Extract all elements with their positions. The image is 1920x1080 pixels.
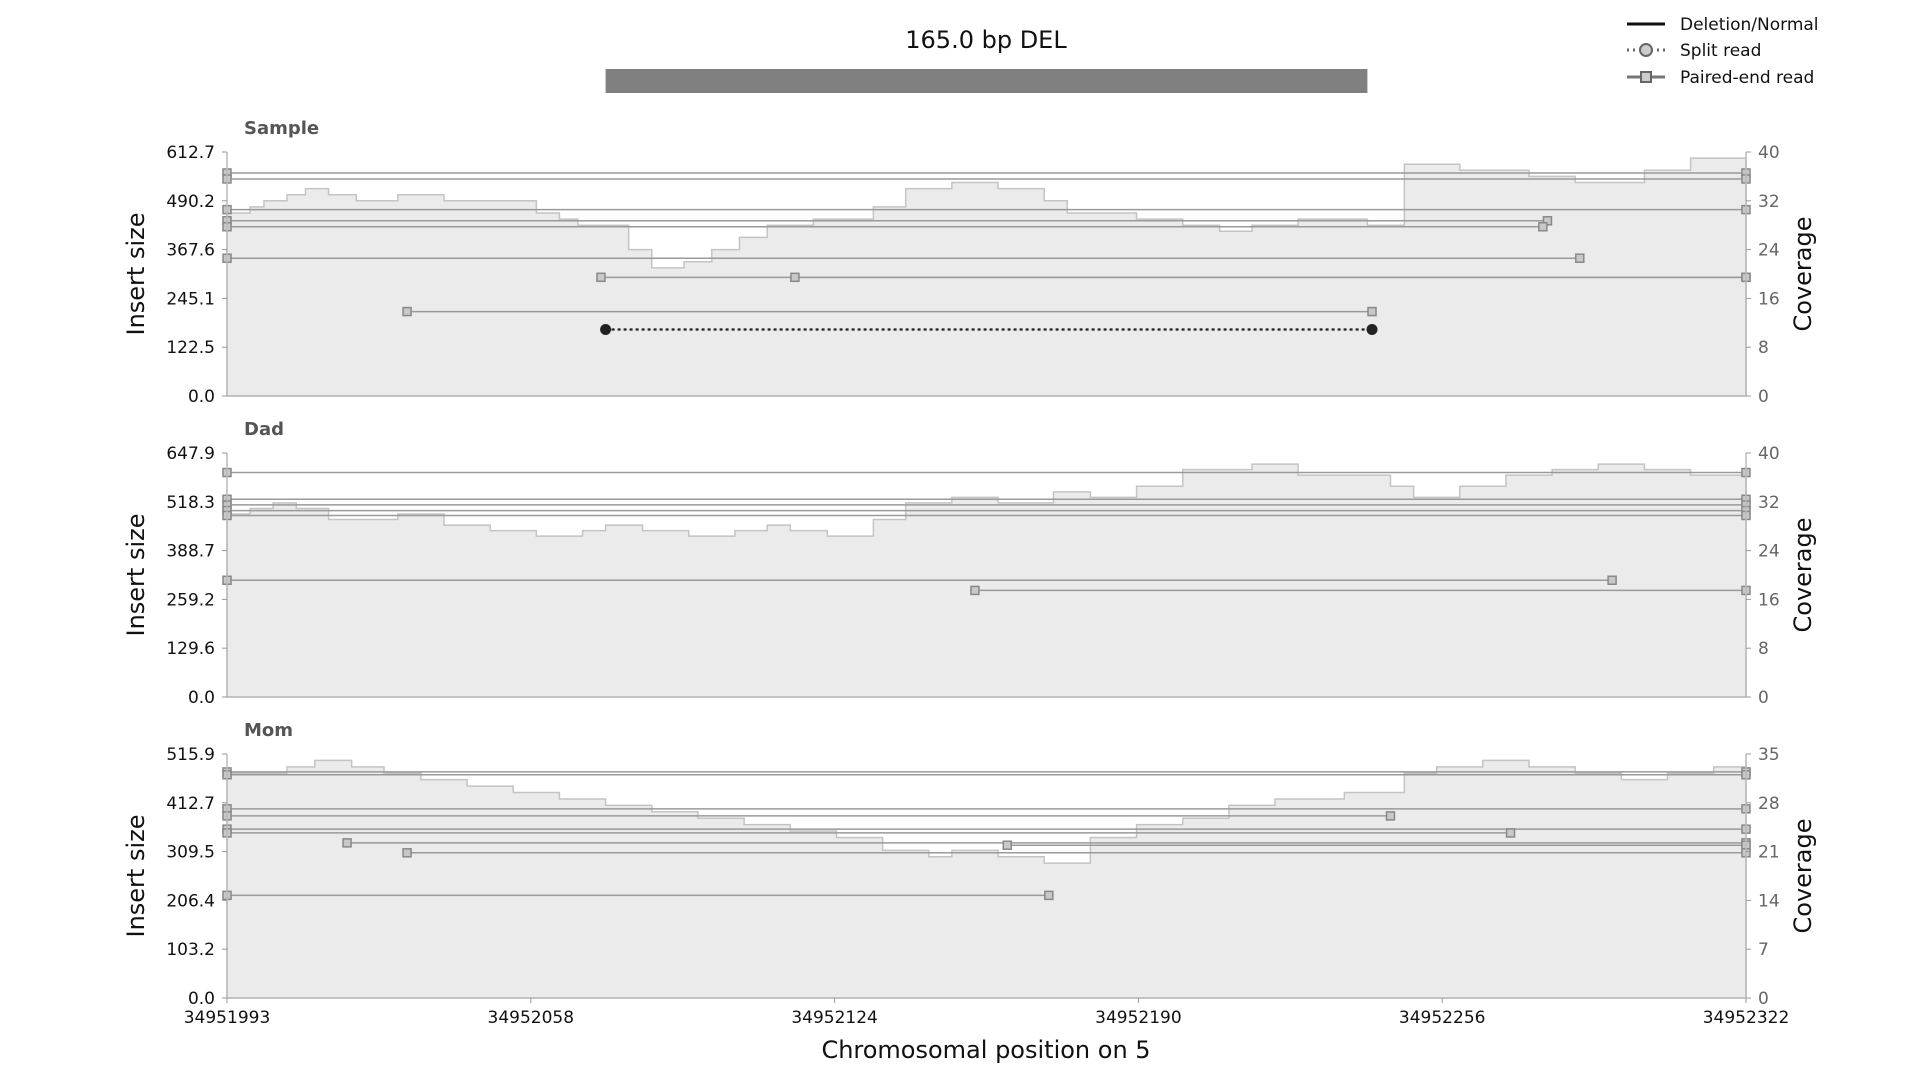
split-read-end-marker [600, 323, 612, 335]
paired-read-end-marker [970, 585, 980, 596]
paired-read-end-marker [1607, 575, 1617, 586]
y2-tick-label: 8 [1758, 639, 1769, 659]
y-tick-label: 245.1 [166, 289, 215, 309]
legend-label: Paired-end read [1680, 68, 1814, 88]
paired-read-end-marker [402, 306, 412, 317]
x-tick-label: 34952124 [791, 1008, 878, 1028]
y-tick-label: 490.2 [166, 192, 215, 212]
y2-tick-label: 8 [1758, 338, 1769, 358]
x-tick-label: 34952058 [488, 1008, 575, 1028]
paired-read-end-marker [1385, 811, 1396, 821]
y-axis-label: Insert size [122, 213, 150, 336]
y-tick-label: 259.2 [166, 590, 215, 610]
y2-axis-label: Coverage [1789, 217, 1817, 332]
y2-tick-label: 16 [1758, 289, 1780, 309]
x-tick-label: 34951993 [184, 1008, 271, 1028]
y-tick-label: 309.5 [166, 843, 215, 863]
y2-tick-label: 32 [1758, 493, 1780, 513]
y-tick-label: 0.0 [188, 688, 215, 708]
chart-title: 165.0 bp DEL [905, 26, 1067, 54]
split-read-end-marker [1366, 323, 1378, 335]
legend-item: Paired-end read [1627, 68, 1814, 88]
sv-deletion-bar [605, 69, 1368, 93]
panel-label: Dad [244, 419, 284, 440]
y-tick-label: 0.0 [188, 387, 215, 407]
y2-tick-label: 16 [1758, 590, 1780, 610]
y2-tick-label: 24 [1758, 241, 1780, 261]
panel-label: Sample [244, 118, 319, 139]
y-tick-label: 388.7 [166, 542, 215, 562]
legend-item: Deletion/Normal [1627, 15, 1819, 35]
paired-read-end-marker [1044, 890, 1054, 901]
paired-read-end-marker [1002, 840, 1013, 850]
x-axis: 34951993 34952058 34952124 34952190 34952256… [184, 998, 1790, 1028]
y2-tick-label: 7 [1758, 940, 1769, 960]
panel-label: Mom [244, 720, 293, 741]
legend-square-marker [1640, 71, 1652, 83]
paired-read-end-marker [1367, 306, 1377, 317]
y-axis-label: Insert size [122, 815, 150, 938]
paired-read-end-marker [1538, 221, 1548, 232]
y-tick-label: 367.6 [166, 241, 215, 261]
paired-read-end-marker [402, 848, 412, 858]
y-tick-label: 647.9 [166, 444, 215, 464]
y2-tick-label: 40 [1758, 143, 1780, 163]
legend-circle-marker [1639, 43, 1653, 57]
y2-tick-label: 24 [1758, 542, 1780, 562]
paired-read-end-marker [342, 838, 352, 848]
y-tick-label: 518.3 [166, 493, 215, 513]
y-tick-label: 412.7 [166, 794, 215, 814]
y-tick-label: 206.4 [166, 891, 215, 911]
split-read [600, 323, 1378, 335]
x-tick-label: 34952256 [1399, 1008, 1486, 1028]
y2-tick-label: 35 [1758, 745, 1780, 765]
y2-tick-label: 28 [1758, 794, 1780, 814]
y2-tick-label: 40 [1758, 444, 1780, 464]
panel-dad: Dad 0.0 129.6 259.2 388.7 518.3 647.9 0 8 16 24 32 4… [122, 419, 1817, 708]
y-tick-label: 129.6 [166, 639, 215, 659]
y-tick-label: 515.9 [166, 745, 215, 765]
y2-tick-label: 21 [1758, 843, 1780, 863]
legend-item: Split read [1627, 41, 1761, 61]
y2-tick-label: 14 [1758, 891, 1780, 911]
legend-label: Split read [1680, 41, 1761, 61]
paired-read-end-marker [1505, 828, 1516, 838]
paired-read-end-marker [596, 272, 606, 283]
x-tick-label: 34952190 [1095, 1008, 1182, 1028]
y2-tick-label: 0 [1758, 688, 1769, 708]
y-tick-label: 0.0 [188, 989, 215, 1009]
y2-axis-label: Coverage [1789, 518, 1817, 633]
y-tick-label: 612.7 [166, 143, 215, 163]
y2-axis-label: Coverage [1789, 819, 1817, 934]
coverage-area [226, 759, 1747, 999]
panel-mom: Mom 0.0 103.2 206.4 309.5 412.7 515.9 0 7 14 21 28 3… [122, 720, 1817, 1009]
x-tick-label: 34952322 [1703, 1008, 1790, 1028]
y2-tick-label: 0 [1758, 387, 1769, 407]
paired-end-read [402, 306, 1377, 317]
legend: Deletion/Normal Split read Paired-end read [1627, 15, 1819, 88]
paired-read-end-marker [1575, 253, 1585, 263]
legend-label: Deletion/Normal [1680, 15, 1819, 35]
y-tick-label: 103.2 [166, 940, 215, 960]
panel-sample: Sample 0.0 122.5 245.1 367.6 490.2 612.7 0 8 16 24… [122, 118, 1817, 407]
y2-tick-label: 0 [1758, 989, 1769, 1009]
y2-tick-label: 32 [1758, 192, 1780, 212]
paired-read-end-marker [790, 272, 800, 283]
y-tick-label: 122.5 [166, 338, 215, 358]
y-axis-label: Insert size [122, 514, 150, 637]
x-axis-label: Chromosomal position on 5 [821, 1036, 1150, 1064]
